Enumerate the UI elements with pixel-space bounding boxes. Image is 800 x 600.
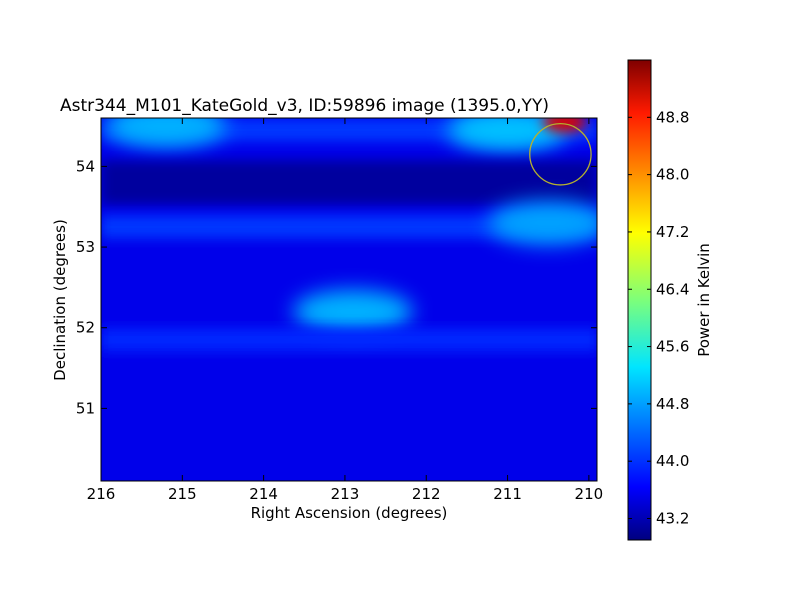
y-tick-label: 53 (76, 238, 95, 256)
y-tick-label: 52 (76, 319, 95, 337)
heatmap-blob (488, 200, 597, 245)
x-tick-label: 213 (331, 485, 360, 503)
colorbar-axis: 43.2 44.0 44.8 45.6 46.4 47.2 48.0 48.8 (628, 108, 689, 528)
colorbar-tick-label: 43.2 (656, 510, 689, 528)
chart-title: Astr344_M101_KateGold_v3, ID:59896 image… (60, 96, 549, 116)
colorbar (627, 59, 652, 541)
heatmap-blob (293, 289, 414, 334)
colorbar-tick-label: 45.6 (656, 338, 689, 356)
y-tick-label: 51 (76, 399, 95, 417)
x-tick-label: 210 (575, 485, 604, 503)
plot-frame (100, 117, 598, 482)
colorbar-tick-label: 46.4 (656, 280, 689, 298)
annotation-circle (529, 122, 592, 186)
y-axis: 51 52 53 54 (76, 157, 597, 417)
colorbar-tick-label: 48.0 (656, 166, 689, 184)
x-axis-label: Right Ascension (degrees) (251, 504, 448, 522)
colorbar-tick-label: 44.8 (656, 395, 689, 413)
y-axis-label: Declination (degrees) (51, 219, 69, 381)
heatmap (101, 118, 597, 481)
heatmap-blob (447, 118, 568, 153)
colorbar-tick-label: 44.0 (656, 452, 689, 470)
colorbar-label: Power in Kelvin (695, 243, 713, 357)
y-tick-label: 54 (76, 157, 95, 175)
heatmap-band (101, 215, 597, 239)
x-tick-label: 211 (493, 485, 522, 503)
heatmap-blob (542, 118, 587, 133)
x-axis: 216 215 214 213 212 211 210 (87, 118, 604, 503)
x-tick-label: 212 (412, 485, 441, 503)
colorbar-tick-label: 48.8 (656, 108, 689, 126)
heatmap-trough (101, 160, 597, 205)
colorbar-tick-label: 47.2 (656, 223, 689, 241)
x-tick-label: 214 (249, 485, 278, 503)
heatmap-blob (106, 118, 227, 149)
x-tick-label: 215 (168, 485, 197, 503)
heatmap-band (101, 328, 597, 352)
x-tick-label: 216 (87, 485, 116, 503)
